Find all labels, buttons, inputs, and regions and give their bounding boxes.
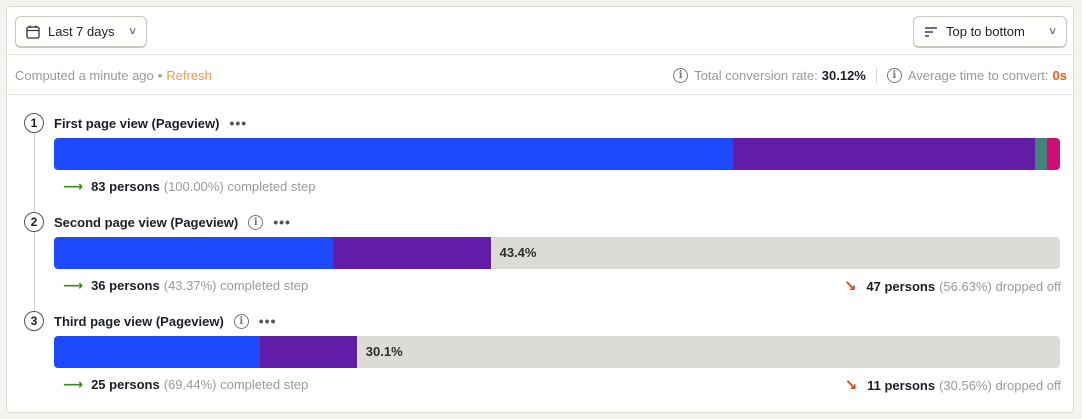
step-order-button[interactable]: Top to bottom ∨	[913, 16, 1067, 48]
metric-divider	[875, 67, 877, 83]
completed-suffix: completed step	[220, 377, 309, 392]
completed-percent: (69.44%)	[163, 377, 217, 392]
date-range-button[interactable]: Last 7 days ∨	[15, 16, 147, 48]
breakdown-segment[interactable]	[259, 336, 357, 368]
step-title-text: Second page view (Pageview)	[54, 214, 239, 230]
more-options-icon[interactable]: •••	[258, 313, 277, 329]
dropped-summary[interactable]: ↘ 11 persons (30.56%) dropped off	[845, 376, 1061, 394]
more-options-icon[interactable]: •••	[273, 214, 291, 230]
breakdown-segment[interactable]	[333, 237, 491, 269]
dropped-summary[interactable]: ↘ 47 persons (56.63%) dropped off	[844, 277, 1061, 295]
funnel-metrics: i Total conversion rate: 30.12% i Averag…	[673, 67, 1067, 83]
completed-summary[interactable]: ⟶ 25 persons (69.44%) completed step	[63, 376, 308, 393]
completed-summary[interactable]: ⟶ 36 persons (43.37%) completed step	[63, 277, 308, 294]
completed-suffix: completed step	[220, 278, 309, 293]
completed-count: 25 persons	[91, 377, 160, 392]
step-bar[interactable]	[54, 336, 1060, 368]
dropped-count: 11 persons	[867, 377, 936, 393]
info-icon[interactable]: i	[673, 67, 689, 83]
breakdown-segment[interactable]	[54, 237, 334, 269]
info-icon[interactable]: i	[886, 67, 902, 83]
dropped-suffix: dropped off	[995, 278, 1061, 294]
step-title-text: Third page view (Pageview)	[54, 313, 224, 329]
completed-count: 83 persons	[91, 179, 160, 194]
breakdown-segment[interactable]	[1046, 138, 1060, 170]
total-conversion-label: Total conversion rate:	[694, 67, 818, 83]
refresh-link[interactable]: Refresh	[166, 68, 212, 83]
completed-summary[interactable]: ⟶ 83 persons (100.00%) completed step	[63, 178, 316, 195]
step-title-text: First page view (Pageview)	[54, 115, 220, 131]
step-title: Third page view (Pageview) i •••	[54, 313, 277, 329]
completed-suffix: completed step	[227, 179, 316, 194]
dropped-percent: (30.56%)	[939, 377, 992, 393]
total-conversion-metric: i Total conversion rate: 30.12%	[673, 67, 866, 83]
step-number-badge: 1	[24, 113, 44, 133]
date-range-label: Last 7 days	[48, 24, 115, 39]
total-conversion-value: 30.12%	[821, 67, 866, 83]
arrow-down-right-icon: ↘	[843, 278, 857, 295]
avg-time-label: Average time to convert:	[907, 67, 1049, 83]
info-icon[interactable]: i	[248, 214, 264, 230]
step-title: Second page view (Pageview) i •••	[54, 214, 291, 230]
step-bar[interactable]	[54, 138, 1060, 170]
step-number-badge: 3	[24, 311, 44, 331]
avg-time-metric: i Average time to convert: 0s	[886, 67, 1067, 83]
step-bar[interactable]	[54, 237, 1060, 269]
chevron-down-icon: ∨	[1047, 26, 1058, 37]
breakdown-segment[interactable]	[733, 138, 1035, 170]
funnel-info-bar: Computed a minute ago • Refresh i Total co…	[7, 55, 1073, 95]
info-icon[interactable]: i	[233, 313, 249, 329]
arrow-down-right-icon: ↘	[844, 377, 858, 394]
step-number-badge: 2	[24, 212, 44, 232]
chevron-down-icon: ∨	[127, 26, 138, 37]
dropped-percent: (56.63%)	[939, 278, 992, 294]
arrow-right-icon: ⟶	[63, 178, 84, 194]
funnel-card: Last 7 days ∨ Top to bottom ∨ Computed a…	[6, 6, 1074, 413]
funnel-toolbar: Last 7 days ∨ Top to bottom ∨	[7, 7, 1073, 55]
dropped-suffix: dropped off	[995, 377, 1061, 393]
sort-lines-icon	[925, 26, 937, 37]
arrow-right-icon: ⟶	[63, 376, 84, 392]
step-conversion-label: 30.1%	[365, 344, 403, 359]
completed-count: 36 persons	[91, 278, 160, 293]
arrow-right-icon: ⟶	[63, 277, 84, 293]
calendar-icon	[26, 25, 40, 39]
breakdown-segment[interactable]	[54, 138, 734, 170]
more-options-icon[interactable]: •••	[229, 115, 248, 131]
step-title: First page view (Pageview) •••	[54, 115, 247, 131]
computed-status: Computed a minute ago • Refresh	[15, 68, 212, 83]
breakdown-segment[interactable]	[1034, 138, 1047, 170]
step-conversion-label: 43.4%	[499, 245, 537, 260]
breakdown-segment[interactable]	[54, 336, 260, 368]
step-order-label: Top to bottom	[946, 24, 1025, 39]
completed-percent: (43.37%)	[163, 278, 217, 293]
avg-time-value: 0s	[1052, 67, 1067, 83]
computed-text: Computed a minute ago	[15, 68, 154, 83]
dropped-count: 47 persons	[866, 278, 936, 294]
separator-dot: •	[157, 68, 163, 83]
completed-percent: (100.00%)	[163, 179, 224, 194]
